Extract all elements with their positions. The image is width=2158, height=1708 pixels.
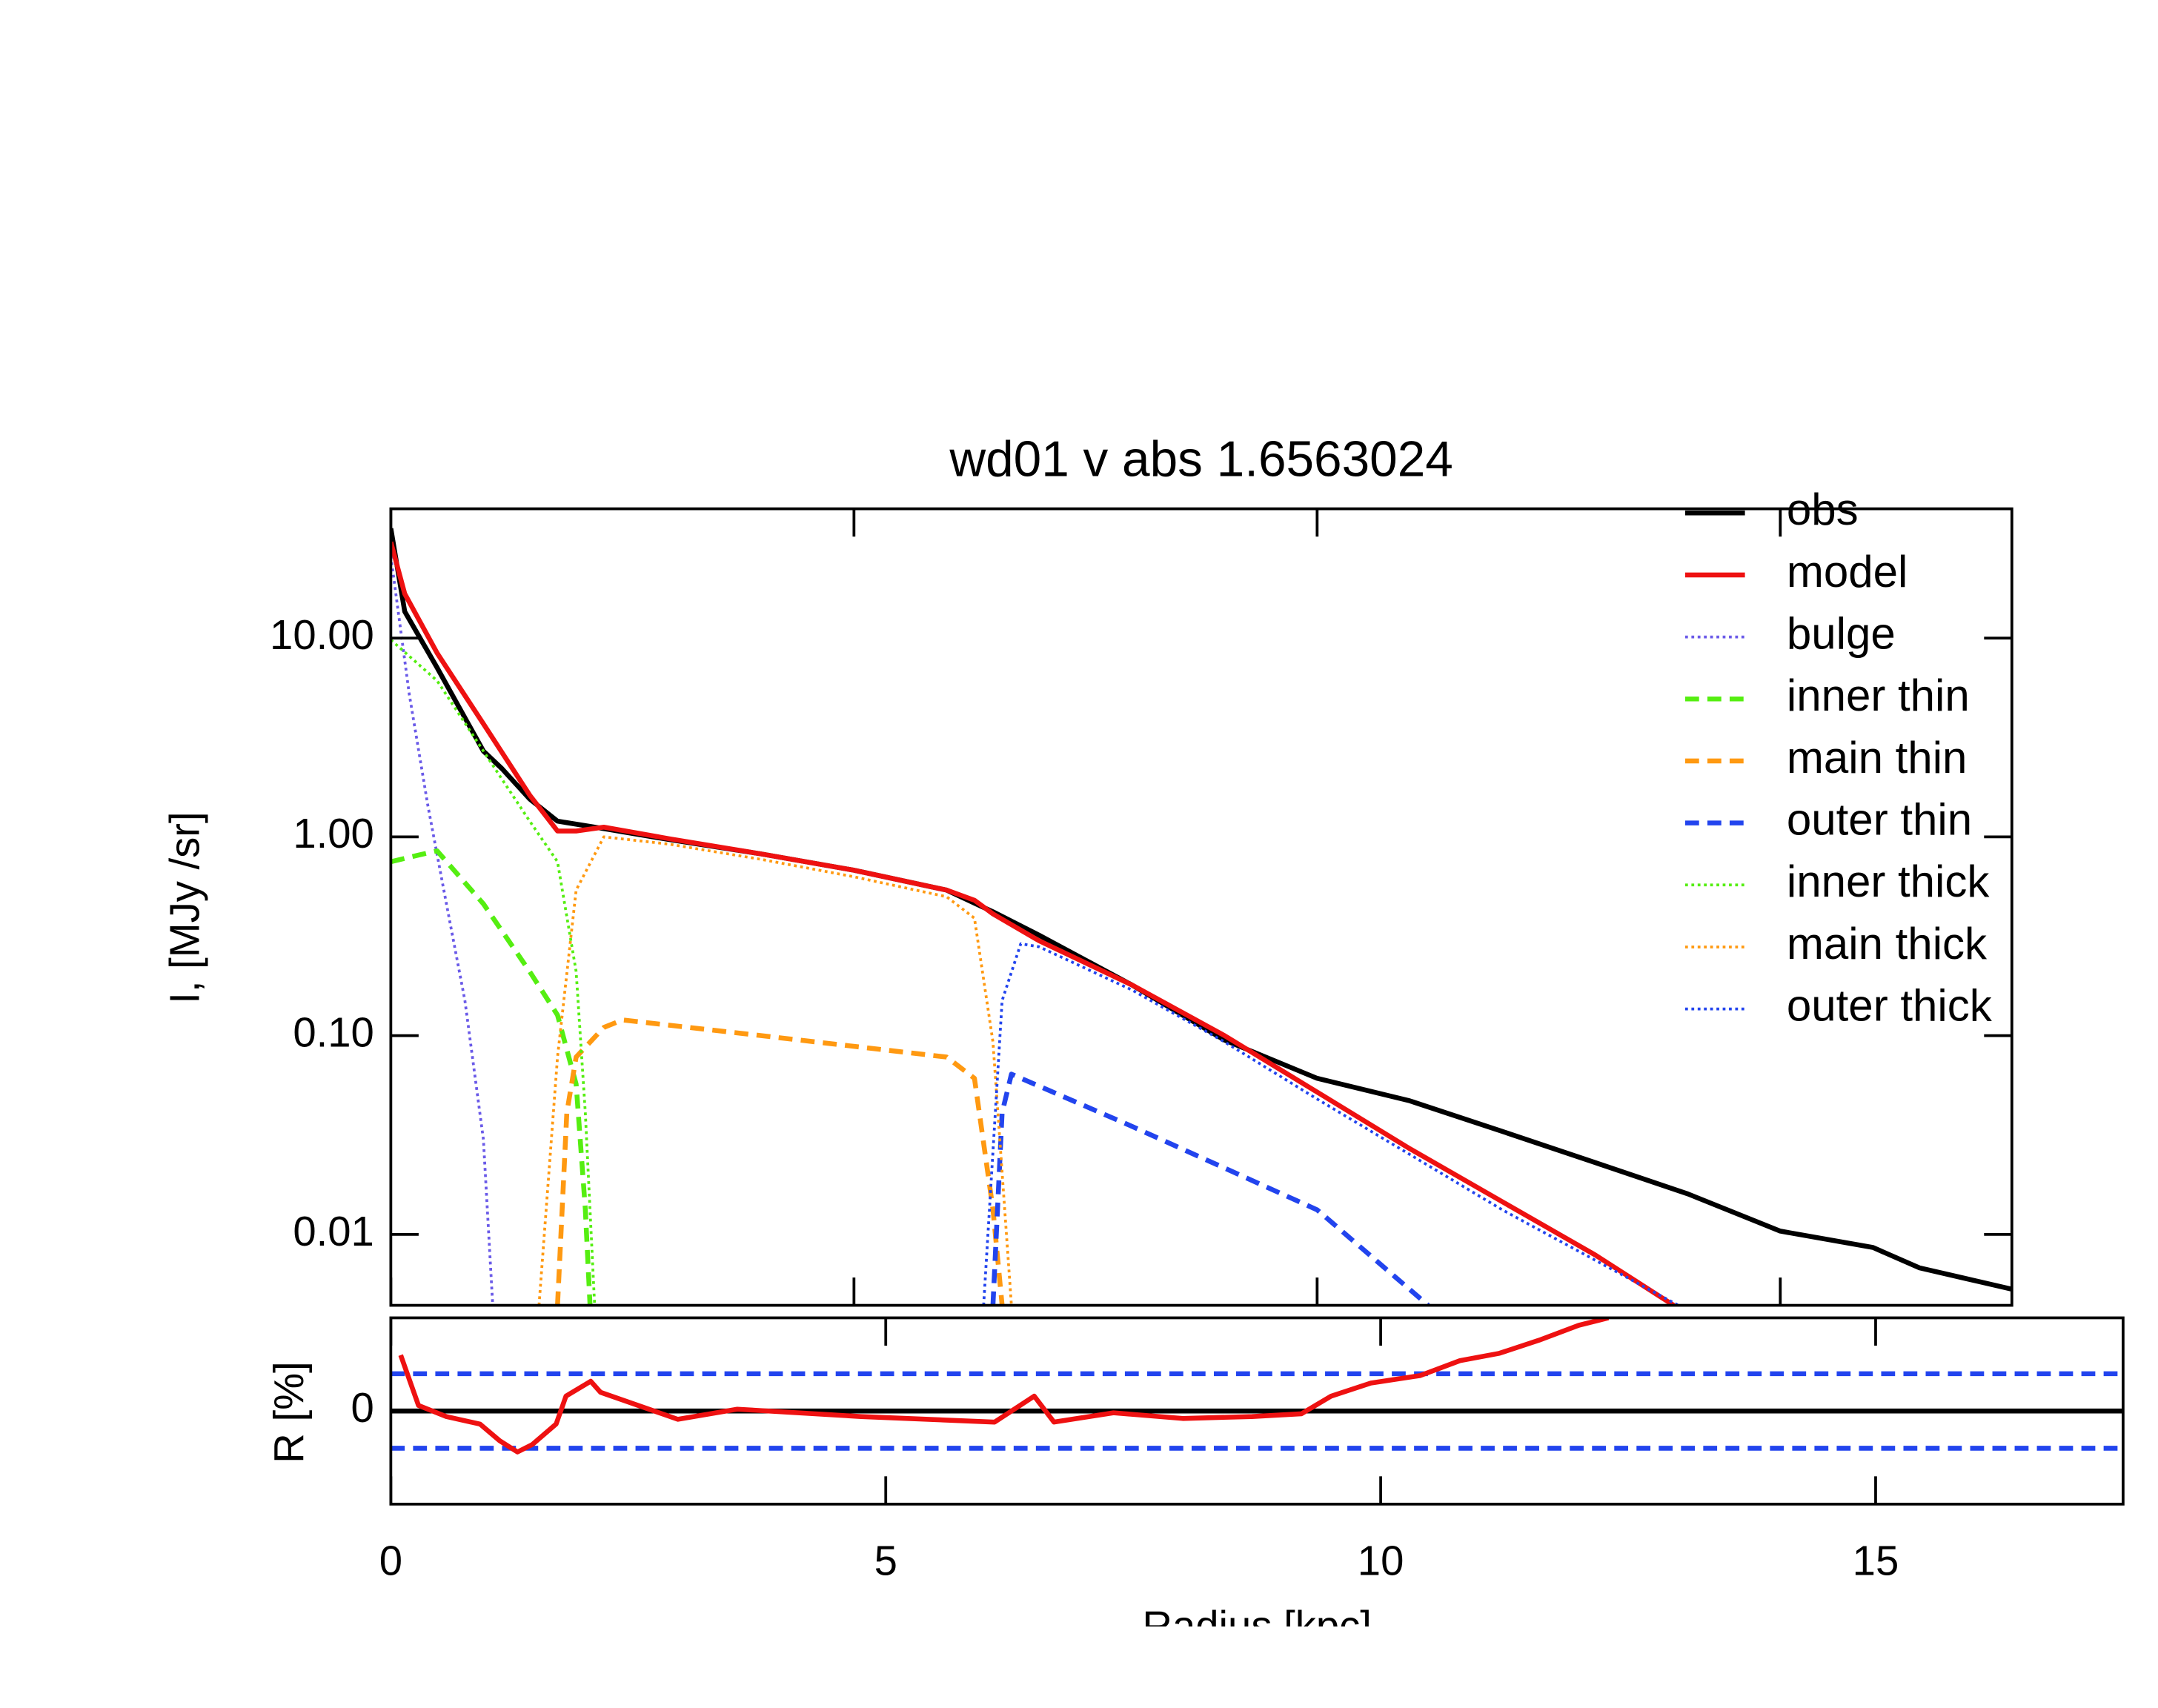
legend-label: outer thin [1787, 794, 1972, 844]
plot-area [391, 528, 2012, 1306]
legend-label: outer thick [1787, 980, 1993, 1030]
legend-label: bulge [1787, 608, 1896, 658]
data-line [391, 528, 2012, 1292]
x-tick-label: 5 [874, 1537, 897, 1584]
y-tick-label: 0.10 [293, 1009, 374, 1056]
data-line [398, 1317, 1610, 1455]
data-line [391, 639, 597, 1306]
y-tick-label: 1.00 [293, 810, 374, 857]
y-axis-label: I, [MJy /sr] [161, 811, 208, 1003]
data-line [391, 848, 593, 1306]
y-tick-label: 10.00 [270, 611, 374, 658]
data-line [391, 541, 1676, 1306]
x-tick-label: 0 [379, 1537, 402, 1584]
chart-title: wd01 v abs 1.6563024 [949, 432, 1452, 488]
x-axis-label: Radius [kpc] [1142, 1603, 1372, 1649]
legend-label: inner thick [1787, 857, 1991, 906]
legend-label: main thick [1787, 919, 1988, 968]
x-tick-label: 15 [1853, 1537, 1899, 1584]
y-tick-label: 0 [351, 1384, 374, 1431]
y-tick-label: 0.01 [293, 1208, 374, 1255]
data-line [990, 1071, 1430, 1306]
legend-label: inner thin [1787, 671, 1970, 720]
x-tick-label: 10 [1358, 1537, 1404, 1584]
data-line [982, 942, 1679, 1306]
legend-label: main thin [1787, 733, 1968, 782]
plot-area [391, 1317, 2123, 1455]
legend-label: obs [1787, 485, 1859, 534]
y-axis-label: R [%] [265, 1361, 312, 1463]
data-line [537, 835, 1013, 1306]
data-line [555, 1017, 1005, 1306]
legend-label: model [1787, 547, 1908, 597]
data-line [391, 556, 494, 1306]
plot-frame [389, 507, 2013, 1307]
